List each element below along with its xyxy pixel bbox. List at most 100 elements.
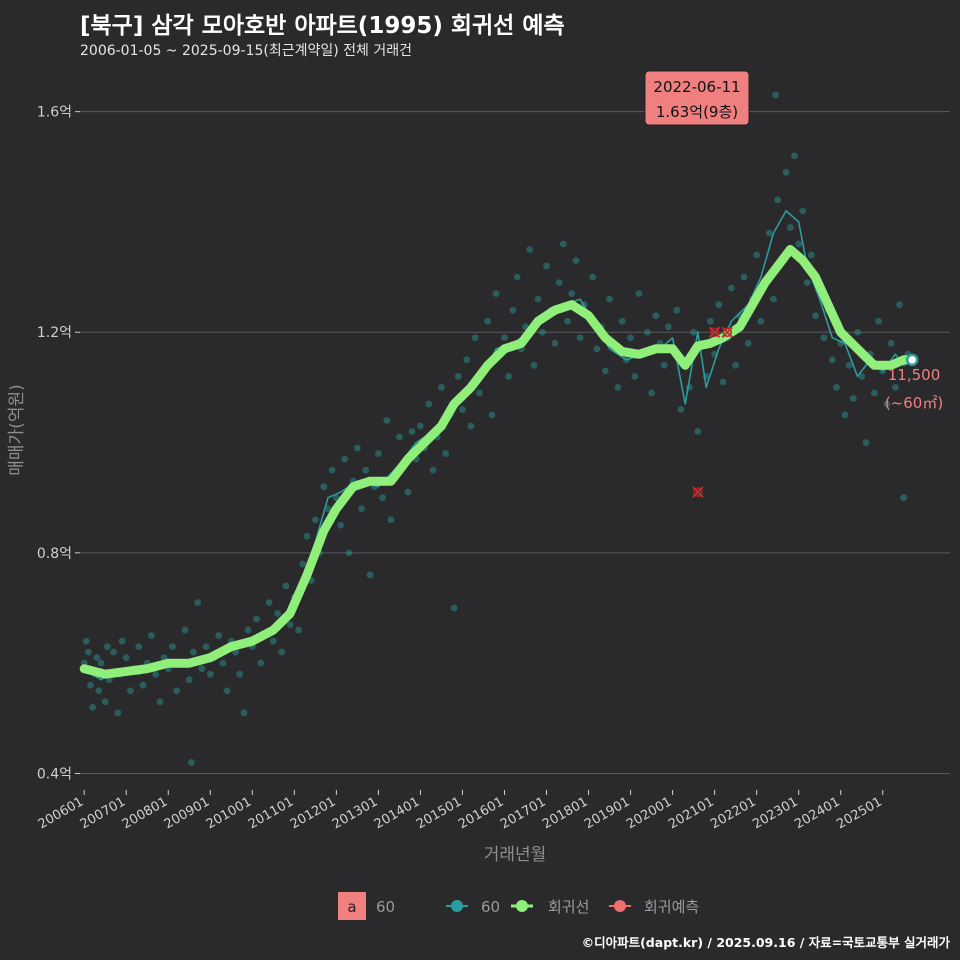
- scatter-point: [765, 229, 773, 237]
- scatter-point: [353, 444, 361, 452]
- scatter-point: [379, 494, 387, 502]
- x-tick-label: 202201: [708, 794, 758, 832]
- chart-title: [북구] 삼각 모아호반 아파트(1995) 회귀선 예측: [80, 13, 565, 39]
- x-tick-label: 200901: [162, 794, 212, 832]
- x-tick-label: 201501: [414, 794, 464, 832]
- scatter-point: [244, 626, 252, 634]
- legend-box-label: 60: [376, 898, 395, 916]
- scatter-point: [215, 632, 223, 639]
- scatter-point: [278, 648, 286, 656]
- scatter-point: [618, 317, 626, 325]
- scatter-point: [442, 450, 450, 457]
- scatter-point: [900, 494, 908, 502]
- scatter-point: [324, 505, 332, 513]
- scatter-point: [677, 406, 685, 413]
- x-tick-label: 200701: [78, 794, 128, 832]
- scatter-point: [841, 411, 849, 419]
- scatter-point: [543, 262, 550, 270]
- scatter-point: [513, 273, 521, 281]
- scatter-point: [148, 632, 155, 639]
- scatter-point: [202, 643, 210, 651]
- scatter-point: [103, 643, 111, 651]
- max-annotation-box: [644, 70, 750, 126]
- scatter-point: [383, 417, 391, 424]
- scatter-point: [828, 356, 836, 364]
- scatter-point: [345, 549, 353, 557]
- scatter-point: [740, 273, 748, 281]
- scatter-point: [118, 637, 126, 645]
- scatter-point: [110, 648, 118, 656]
- scatter-point: [311, 516, 319, 524]
- x-tick-label: 201301: [330, 794, 380, 832]
- scatter-point: [807, 251, 815, 259]
- scatter-point: [593, 345, 601, 353]
- end-label-price: 11,500: [888, 366, 941, 384]
- scatter-point: [82, 637, 90, 645]
- legend-trend-dot: [516, 900, 528, 912]
- x-tick-label: 202001: [624, 794, 674, 832]
- x-tick-label: 201201: [288, 794, 338, 832]
- moving-average-line: [83, 210, 913, 681]
- x-tick-label: 201001: [204, 794, 254, 832]
- x-tick-label: 201401: [372, 794, 422, 832]
- x-tick-label: 200801: [120, 794, 170, 832]
- scatter-point: [358, 505, 365, 513]
- x-tick-label: 202401: [792, 794, 842, 832]
- scatter-point: [559, 240, 567, 248]
- scatter-point: [660, 361, 668, 369]
- scatter-point: [87, 681, 94, 689]
- scatter-point: [223, 687, 231, 695]
- scatter-point: [803, 279, 811, 287]
- max-annotation: 2022-06-11 1.63억(9층): [644, 70, 750, 126]
- scatter-point: [274, 610, 281, 617]
- scatter-point: [833, 383, 840, 391]
- scatter-point: [282, 582, 290, 590]
- chart-subtitle: 2006-01-05 ~ 2025-09-15(최근계약일) 전체 거래건: [80, 43, 412, 59]
- scatter-point: [190, 648, 197, 656]
- scatter-point: [568, 290, 576, 298]
- forecast-point-cross-b: [721, 326, 733, 338]
- scatter-point: [875, 317, 882, 325]
- grid-layer: [80, 111, 950, 774]
- scatter-point: [601, 367, 609, 375]
- scatter-point: [564, 317, 571, 325]
- scatter-point: [849, 395, 857, 402]
- scatter-point: [820, 334, 828, 342]
- scatter-point: [408, 428, 416, 435]
- scatter-point: [772, 91, 779, 99]
- scatter-point: [299, 560, 307, 568]
- scatter-point: [341, 455, 349, 463]
- scatter-point: [795, 240, 803, 248]
- scatter-point: [606, 295, 613, 303]
- legend-box-letter: a: [347, 898, 356, 916]
- scatter-point: [652, 312, 660, 320]
- y-tick-label: 0.8억: [37, 546, 72, 562]
- scatter-point: [774, 196, 782, 204]
- y-ticks-layer: 0.4억 0.8억 1.2억 1.6억: [37, 105, 80, 782]
- scatter-point: [417, 422, 424, 430]
- scatter-point: [257, 659, 265, 667]
- forecast-point-ring: [693, 487, 703, 497]
- scatter-point: [572, 257, 580, 264]
- scatter-point: [438, 383, 445, 391]
- x-tick-label: 202101: [666, 794, 716, 832]
- x-tick-label: 201901: [582, 794, 632, 832]
- scatter-point: [526, 246, 534, 253]
- scatter-point: [538, 328, 546, 336]
- marks-layer: [905, 353, 919, 367]
- scatter-layer: [80, 91, 916, 766]
- scatter-point: [169, 643, 176, 651]
- scatter-point: [253, 615, 260, 623]
- x-tick-label: 202501: [834, 794, 884, 832]
- scatter-point: [181, 626, 189, 634]
- scatter-point: [505, 372, 513, 380]
- legend-item-trend: 회귀선: [511, 898, 589, 916]
- y-axis-title: 매매가(억원): [7, 384, 27, 475]
- max-annotation-price: 1.63억(9층): [656, 103, 738, 121]
- scatter-point: [862, 439, 870, 446]
- scatter-point: [883, 400, 891, 408]
- scatter-point: [425, 400, 433, 408]
- y-tick-label: 1.6억: [37, 105, 72, 121]
- scatter-point: [194, 599, 202, 606]
